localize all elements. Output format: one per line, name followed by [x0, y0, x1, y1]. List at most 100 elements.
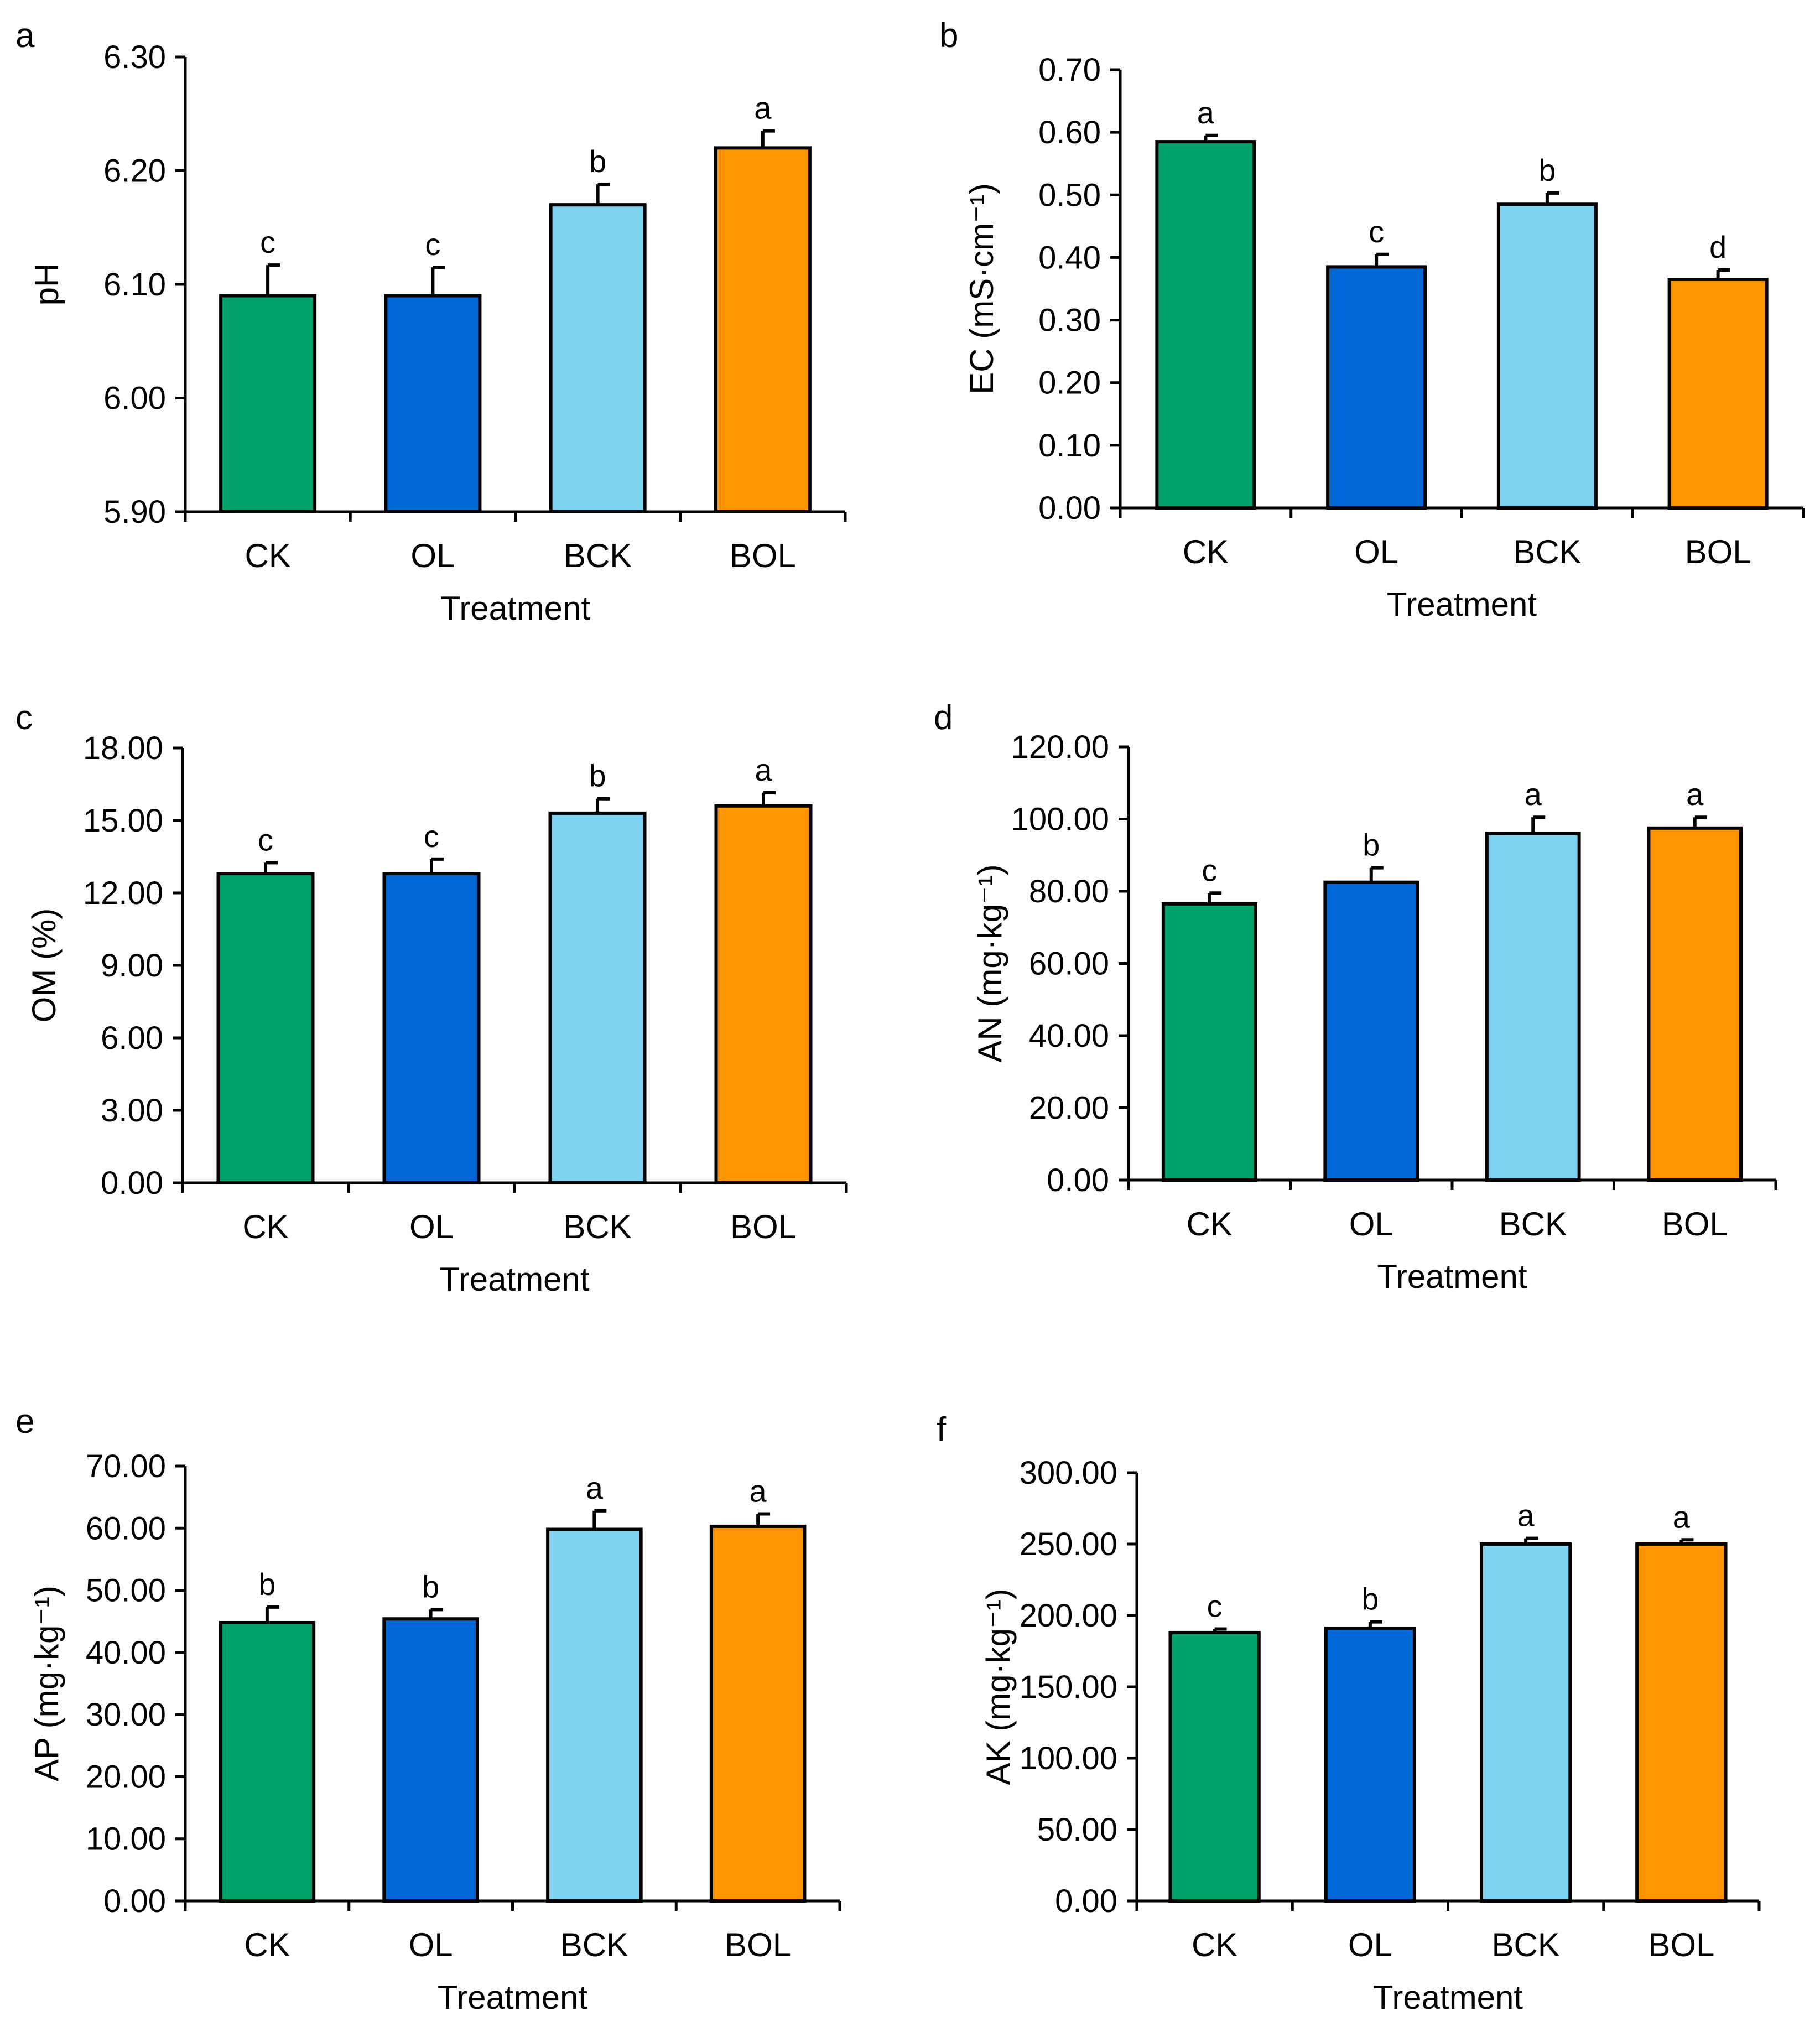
chart-panel-a: a c CK c OL b BCK a BOL 5.90 6.00 6.10 6.20 6.30 Treat… — [15, 17, 847, 627]
y-tick-label: 50.00 — [86, 1573, 166, 1609]
y-tick-label: 0.20 — [1038, 365, 1101, 401]
x-tick-label: BOL — [730, 1208, 797, 1245]
panel-letter: d — [934, 699, 953, 737]
significance-label: a — [755, 752, 772, 787]
y-tick-label: 0.50 — [1038, 177, 1101, 213]
significance-label: b — [1538, 153, 1556, 188]
significance-label: c — [1369, 214, 1384, 249]
x-tick-label: CK — [244, 1926, 290, 1963]
significance-label: c — [425, 227, 440, 262]
y-tick-label: 6.10 — [103, 267, 166, 303]
bar-ck — [216, 872, 315, 1184]
y-tick-label: 40.00 — [1029, 1018, 1109, 1054]
x-tick-label: CK — [1192, 1926, 1237, 1963]
y-tick-label: 0.40 — [1038, 240, 1101, 276]
bar-bck — [1485, 832, 1581, 1182]
y-tick-label: 18.00 — [83, 730, 163, 766]
x-tick-label: OL — [410, 537, 455, 574]
chart-panel-d: d c CK b OL a BCK a BOL 0.00 20.00 40.00 60.00 80.00 1… — [934, 699, 1777, 1295]
chart-panel-f: f c CK b OL a BCK a BOL 0.00 50.00 100.00 150.00 200.… — [937, 1411, 1761, 2016]
x-tick-label: BCK — [1491, 1926, 1559, 1963]
significance-label: b — [1363, 828, 1380, 862]
x-tick-label: BCK — [1513, 533, 1581, 570]
x-tick-label: BOL — [1648, 1926, 1714, 1963]
y-tick-label: 50.00 — [1037, 1812, 1117, 1848]
x-tick-label: CK — [242, 1208, 288, 1245]
y-axis-title: pH — [28, 263, 65, 306]
y-tick-label: 300.00 — [1020, 1455, 1117, 1491]
y-tick-label: 6.20 — [103, 153, 166, 189]
x-tick-label: BCK — [560, 1926, 628, 1963]
significance-label: a — [1673, 1499, 1691, 1534]
significance-label: b — [258, 1567, 275, 1602]
significance-label: c — [1207, 1589, 1223, 1624]
y-axis-title: AN (mg·kg⁻¹) — [971, 864, 1008, 1062]
y-tick-label: 3.00 — [101, 1093, 163, 1129]
bar-bol — [1647, 826, 1743, 1182]
x-axis-title: Treatment — [1387, 586, 1537, 623]
bar-ol — [384, 294, 482, 513]
significance-label: a — [1686, 777, 1704, 812]
y-tick-label: 150.00 — [1020, 1669, 1117, 1705]
significance-label: c — [1202, 853, 1217, 887]
x-tick-label: CK — [1187, 1205, 1233, 1243]
y-tick-label: 80.00 — [1029, 874, 1109, 910]
significance-label: a — [1197, 95, 1215, 130]
significance-label: a — [586, 1470, 604, 1505]
bar-ck — [1168, 1630, 1261, 1903]
bar-bck — [1479, 1542, 1572, 1903]
panel-letter: f — [937, 1411, 947, 1449]
y-tick-label: 20.00 — [1029, 1090, 1109, 1126]
significance-label: c — [258, 822, 273, 857]
y-axis-title: OM (%) — [25, 908, 63, 1023]
y-tick-label: 15.00 — [83, 803, 163, 839]
y-tick-label: 6.30 — [103, 39, 166, 75]
y-tick-label: 60.00 — [86, 1510, 166, 1546]
panel-letter: e — [15, 1402, 34, 1441]
significance-label: a — [750, 1473, 767, 1508]
y-tick-label: 0.00 — [1038, 490, 1101, 526]
x-tick-label: BOL — [725, 1926, 791, 1963]
y-tick-label: 6.00 — [101, 1020, 163, 1056]
significance-label: c — [260, 225, 275, 259]
bar-bol — [714, 804, 813, 1185]
y-tick-label: 0.10 — [1038, 428, 1101, 464]
x-tick-label: BOL — [730, 537, 796, 574]
bar-ck — [219, 1620, 316, 1903]
significance-label: b — [589, 758, 606, 793]
significance-label: c — [424, 819, 439, 854]
y-tick-label: 70.00 — [86, 1448, 166, 1484]
bar-ck — [1161, 902, 1257, 1182]
y-axis-title: EC (mS·cm⁻¹) — [963, 183, 1000, 394]
bar-bol — [714, 146, 812, 513]
panel-letter: b — [939, 17, 958, 55]
y-tick-label: 0.00 — [103, 1883, 166, 1919]
y-tick-label: 100.00 — [1011, 802, 1109, 838]
y-tick-label: 200.00 — [1020, 1598, 1117, 1634]
x-axis-title: Treatment — [438, 1979, 588, 2016]
x-tick-label: OL — [409, 1208, 454, 1245]
x-axis-title: Treatment — [440, 590, 591, 627]
bar-bol — [1667, 278, 1769, 510]
bar-ol — [382, 1617, 479, 1903]
x-axis-title: Treatment — [439, 1261, 590, 1298]
chart-panel-c: c c CK c OL b BCK a BOL 0.00 3.00 6.00 9.00 12.00 15.0… — [15, 699, 848, 1298]
significance-label: a — [1517, 1498, 1535, 1533]
y-tick-label: 0.00 — [1047, 1162, 1109, 1198]
bar-bck — [546, 1527, 643, 1903]
significance-label: b — [422, 1569, 439, 1604]
y-tick-label: 40.00 — [86, 1635, 166, 1671]
y-tick-label: 250.00 — [1020, 1526, 1117, 1562]
y-tick-label: 9.00 — [101, 948, 163, 984]
bar-ol — [382, 872, 481, 1184]
y-tick-label: 6.00 — [103, 381, 166, 417]
significance-label: a — [754, 91, 772, 126]
bar-bck — [1496, 202, 1598, 510]
y-axis-title: AP (mg·kg⁻¹) — [28, 1586, 65, 1781]
y-tick-label: 20.00 — [86, 1759, 166, 1795]
significance-label: b — [1361, 1582, 1379, 1617]
bar-ck — [219, 294, 317, 513]
significance-label: d — [1709, 230, 1727, 264]
x-tick-label: OL — [1354, 533, 1398, 570]
